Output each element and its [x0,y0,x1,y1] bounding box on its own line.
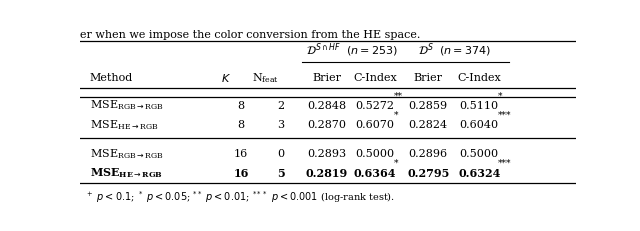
Text: MSE$_{\mathregular{HE}\to\mathregular{RGB}}$: MSE$_{\mathregular{HE}\to\mathregular{RG… [90,118,159,131]
Text: ***: *** [498,110,511,119]
Text: $\mathcal{D}^{S}$  $(n = 374)$: $\mathcal{D}^{S}$ $(n = 374)$ [419,41,492,59]
Text: 0.6040: 0.6040 [460,120,499,130]
Text: 16: 16 [234,167,249,178]
Text: *: * [394,158,399,167]
Text: MSE$_{\mathregular{HE}\to\mathregular{RGB}}$: MSE$_{\mathregular{HE}\to\mathregular{RG… [90,166,163,179]
Text: 0.5272: 0.5272 [356,100,395,110]
Text: *: * [498,91,502,100]
Text: 0.2870: 0.2870 [307,120,346,130]
Text: 0: 0 [277,148,284,158]
Text: **: ** [394,91,403,100]
Text: 5: 5 [277,167,285,178]
Text: 2: 2 [277,100,284,110]
Text: N$_\mathregular{feat}$: N$_\mathregular{feat}$ [252,71,280,84]
Text: 0.6070: 0.6070 [356,120,395,130]
Text: 0.6364: 0.6364 [354,167,396,178]
Text: Brier: Brier [312,73,342,82]
Text: MSE$_{\mathregular{RGB}\to\mathregular{RGB}}$: MSE$_{\mathregular{RGB}\to\mathregular{R… [90,146,164,160]
Text: 3: 3 [277,120,284,130]
Text: 16: 16 [234,148,248,158]
Text: 0.5000: 0.5000 [356,148,395,158]
Text: 0.6324: 0.6324 [458,167,500,178]
Text: C-Index: C-Index [353,73,397,82]
Text: 0.2819: 0.2819 [306,167,348,178]
Text: Brier: Brier [413,73,443,82]
Text: 0.2896: 0.2896 [408,148,448,158]
Text: $K$: $K$ [221,72,231,83]
Text: 0.2893: 0.2893 [307,148,347,158]
Text: 0.5110: 0.5110 [460,100,499,110]
Text: C-Index: C-Index [458,73,501,82]
Text: 0.2848: 0.2848 [307,100,347,110]
Text: 8: 8 [237,100,244,110]
Text: $\mathcal{D}^{S\cap HF}$  $(n = 253)$: $\mathcal{D}^{S\cap HF}$ $(n = 253)$ [307,41,398,59]
Text: 0.2859: 0.2859 [408,100,448,110]
Text: MSE$_{\mathregular{RGB}\to\mathregular{RGB}}$: MSE$_{\mathregular{RGB}\to\mathregular{R… [90,98,164,112]
Text: Method: Method [90,73,133,82]
Text: 8: 8 [237,120,244,130]
Text: er when we impose the color conversion from the HE space.: er when we impose the color conversion f… [80,30,420,40]
Text: *: * [394,110,399,119]
Text: 0.2795: 0.2795 [407,167,449,178]
Text: $^+$ $p < 0.1$; $^*$ $p < 0.05$; $^{**}$ $p < 0.01$; $^{***}$ $p < 0.001$ (log-r: $^+$ $p < 0.1$; $^*$ $p < 0.05$; $^{**}$… [85,188,395,204]
Text: 0.2824: 0.2824 [408,120,448,130]
Text: 0.5000: 0.5000 [460,148,499,158]
Text: ***: *** [498,158,511,167]
